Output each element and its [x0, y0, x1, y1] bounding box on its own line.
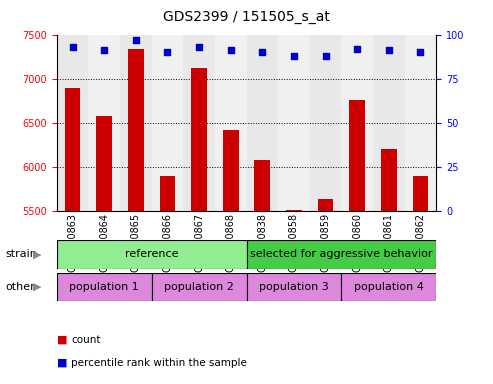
Point — [258, 49, 266, 55]
Bar — [57, 35, 88, 211]
Bar — [405, 35, 436, 211]
Bar — [120, 35, 152, 211]
Point — [100, 47, 108, 53]
Bar — [65, 88, 80, 211]
Text: GDS2399 / 151505_s_at: GDS2399 / 151505_s_at — [163, 10, 330, 23]
Bar — [88, 35, 120, 211]
Text: reference: reference — [125, 249, 178, 260]
Bar — [152, 35, 183, 211]
Point — [195, 44, 203, 50]
Bar — [96, 116, 112, 211]
Bar — [317, 199, 333, 211]
Text: ■: ■ — [57, 335, 67, 345]
Text: count: count — [71, 335, 101, 345]
Text: population 4: population 4 — [354, 282, 424, 292]
Bar — [223, 130, 239, 211]
Bar — [160, 176, 176, 211]
Bar — [278, 35, 310, 211]
Text: population 1: population 1 — [70, 282, 139, 292]
Text: selected for aggressive behavior: selected for aggressive behavior — [250, 249, 433, 260]
Bar — [254, 160, 270, 211]
Bar — [215, 35, 246, 211]
Bar — [381, 149, 397, 211]
Text: population 3: population 3 — [259, 282, 329, 292]
Point — [353, 46, 361, 52]
Text: population 2: population 2 — [164, 282, 234, 292]
Text: other: other — [5, 282, 35, 292]
Bar — [191, 68, 207, 211]
Bar — [341, 273, 436, 301]
Bar — [373, 35, 405, 211]
Bar — [413, 176, 428, 211]
Point — [385, 47, 393, 53]
Bar — [350, 100, 365, 211]
Bar — [128, 49, 143, 211]
Text: ■: ■ — [57, 358, 67, 368]
Bar — [286, 210, 302, 211]
Bar — [341, 35, 373, 211]
Bar — [246, 240, 436, 269]
Text: strain: strain — [5, 249, 37, 260]
Bar — [310, 35, 341, 211]
Text: percentile rank within the sample: percentile rank within the sample — [71, 358, 247, 368]
Bar — [246, 35, 278, 211]
Point — [321, 53, 329, 59]
Bar — [183, 35, 215, 211]
Bar — [246, 273, 341, 301]
Point — [69, 44, 76, 50]
Bar — [152, 273, 246, 301]
Text: ▶: ▶ — [33, 249, 41, 260]
Point — [227, 47, 235, 53]
Bar — [57, 273, 152, 301]
Point — [164, 49, 172, 55]
Point — [290, 53, 298, 59]
Point — [417, 49, 424, 55]
Text: ▶: ▶ — [33, 282, 41, 292]
Point — [132, 37, 140, 43]
Bar — [57, 240, 246, 269]
